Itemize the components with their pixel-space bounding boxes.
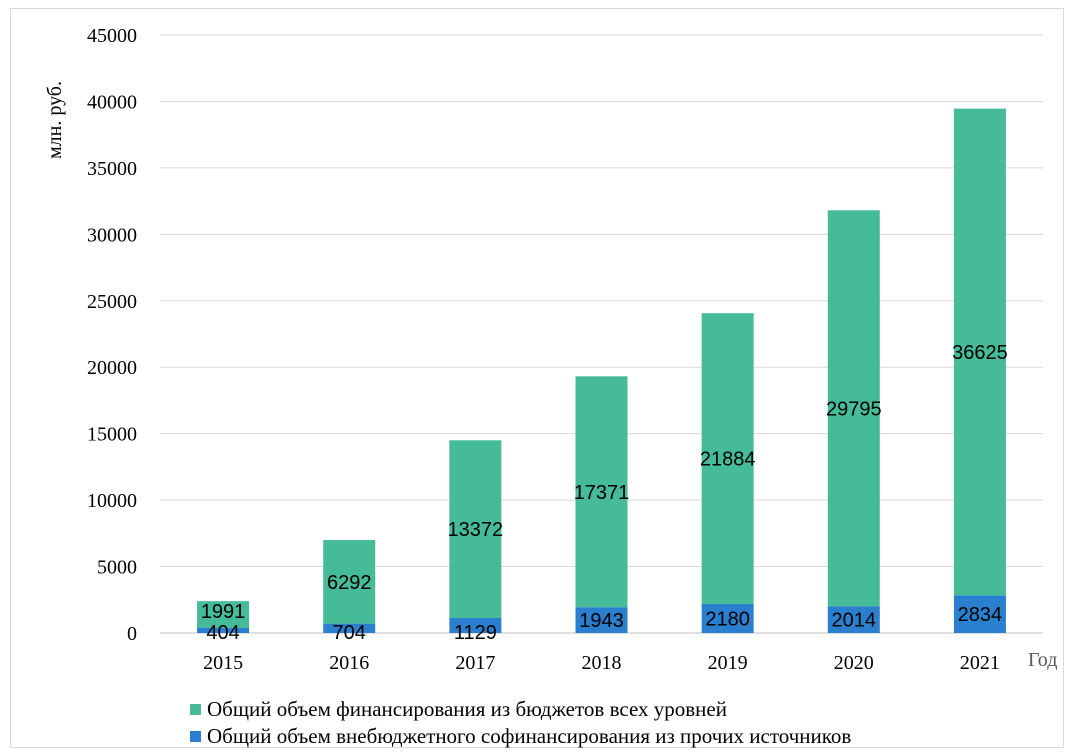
legend-label-extrabudget: Общий объем внебюджетного софинансирован… (207, 724, 852, 748)
data-label-budget: 21884 (700, 449, 756, 471)
y-tick-label: 20000 (87, 357, 137, 379)
legend-item-extrabudget: Общий объем внебюджетного софинансирован… (190, 724, 851, 749)
data-label-budget: 13372 (448, 519, 504, 541)
x-axis-label: Год (1028, 649, 1057, 671)
x-tick-label: 2019 (708, 652, 748, 674)
x-tick-label: 2017 (455, 652, 495, 674)
y-tick-label: 5000 (97, 557, 137, 579)
data-label-extrabudget: 404 (206, 622, 239, 644)
bar-budget (449, 440, 502, 618)
bar-extrabudget (449, 617, 502, 633)
bar-budget (197, 601, 250, 628)
data-label-extrabudget: 1129 (454, 622, 497, 644)
bar-budget (701, 313, 754, 605)
legend-swatch-budget (190, 704, 201, 715)
y-tick-label: 15000 (87, 424, 137, 446)
legend-swatch-extrabudget (190, 731, 201, 742)
data-label-budget: 6292 (327, 572, 372, 594)
y-tick-label: 10000 (87, 490, 137, 512)
bar-extrabudget (575, 607, 628, 633)
data-label-extrabudget: 1943 (579, 610, 624, 632)
data-label-extrabudget: 2014 (832, 610, 877, 632)
legend-item-budget: Общий объем финансирования из бюджетов в… (190, 697, 727, 722)
y-tick-label: 35000 (87, 158, 137, 180)
y-tick-labels: 0 5000 10000 15000 20000 25000 30000 35000 40000… (87, 25, 137, 645)
bar-budget (827, 210, 880, 607)
bar-extrabudget (323, 623, 376, 633)
y-tick-label: 30000 (87, 224, 137, 246)
y-tick-label: 45000 (87, 25, 137, 47)
legend-label-budget: Общий объем финансирования из бюджетов в… (207, 697, 727, 721)
bar-extrabudget (197, 627, 250, 633)
bar-budget (323, 540, 376, 624)
data-label-budget: 1991 (201, 601, 246, 623)
data-label-extrabudget: 2834 (958, 604, 1003, 626)
bar-extrabudget (827, 606, 880, 633)
y-axis-label: млн. руб. (44, 81, 66, 159)
y-tick-label: 0 (127, 623, 137, 645)
data-label-budget: 17371 (574, 482, 630, 504)
bar-extrabudget (701, 604, 754, 633)
data-label-extrabudget: 704 (333, 622, 366, 644)
x-tick-label: 2016 (329, 652, 369, 674)
data-label-budget: 36625 (952, 342, 1008, 364)
data-label-extrabudget: 2180 (705, 609, 750, 631)
data-label-budget: 29795 (826, 398, 882, 420)
x-tick-label: 2021 (960, 652, 1000, 674)
chart-frame (10, 8, 1064, 748)
y-tick-label: 40000 (87, 91, 137, 113)
x-tick-labels: 2015 2016 2017 2018 2019 2020 2021 (203, 652, 1000, 674)
y-tick-label: 25000 (87, 291, 137, 313)
bar-budget (575, 376, 628, 608)
gridlines (160, 34, 1043, 634)
x-tick-label: 2020 (834, 652, 874, 674)
x-tick-label: 2015 (203, 652, 243, 674)
x-tick-label: 2018 (582, 652, 622, 674)
bar-budget (953, 108, 1006, 596)
bar-extrabudget (953, 595, 1006, 633)
